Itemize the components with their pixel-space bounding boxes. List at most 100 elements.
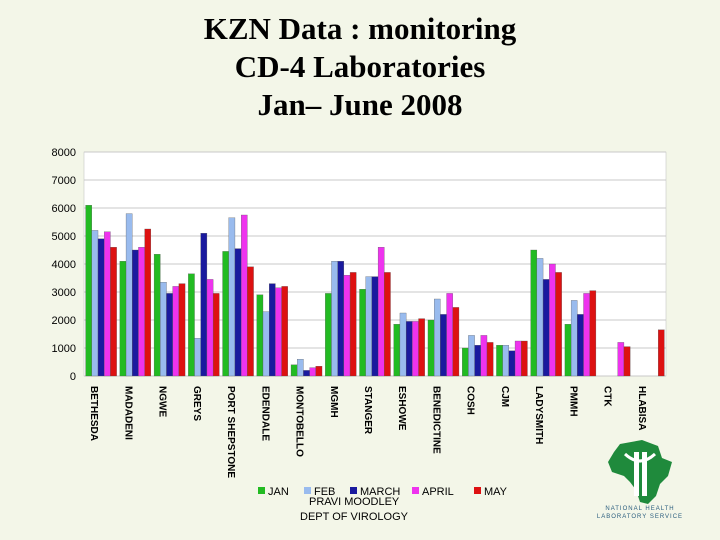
bar-feb-montobello <box>297 359 304 377</box>
bar-march-eshowe <box>405 321 413 377</box>
x-tick-label: STANGER <box>362 386 373 435</box>
legend-entry: JAN <box>268 486 289 498</box>
legend-entry: FEB <box>314 486 335 498</box>
bar-may-madadeni <box>144 228 152 377</box>
bar-may-edendale <box>281 286 288 377</box>
bar-march-bethesda <box>97 238 105 377</box>
bar-feb-port-shepstone <box>228 217 236 377</box>
x-tick-label: MONTOBELLO <box>294 386 305 457</box>
y-tick-label: 4000 <box>52 259 76 271</box>
bar-may-eshowe <box>418 318 425 377</box>
bar-may-greys <box>212 293 220 377</box>
legend-swatch <box>412 487 419 494</box>
bar-jan-mgmh <box>325 293 332 377</box>
bar-jan-ladysmith <box>530 249 538 377</box>
bar-may-cjm <box>521 340 528 377</box>
y-tick-label: 8000 <box>52 147 76 159</box>
author-name: PRAVI MOODLEY <box>309 496 400 508</box>
bar-may-benedictine <box>452 307 460 377</box>
bar-feb-eshowe <box>399 312 407 377</box>
bar-march-stanger <box>371 276 379 377</box>
legend-swatch <box>258 487 265 494</box>
bar-march-montobello <box>303 370 310 377</box>
bar-jan-cosh <box>462 347 469 377</box>
bar-march-cosh <box>474 345 481 377</box>
bar-april-ctk <box>617 342 625 377</box>
bar-jan-bethesda <box>85 205 92 377</box>
bar-may-port-shepstone <box>247 266 254 377</box>
y-tick-label: 3000 <box>52 287 76 299</box>
bar-feb-edendale <box>262 311 270 377</box>
bar-may-ladysmith <box>555 272 562 377</box>
x-tick-label: BENEDICTINE <box>430 386 441 454</box>
bar-may-stanger <box>384 272 391 377</box>
bar-feb-ladysmith <box>536 258 544 377</box>
bar-may-bethesda <box>110 247 117 377</box>
bar-feb-mgmh <box>331 261 338 377</box>
bar-feb-ngwe <box>160 282 167 377</box>
logo-text-line-1: NATIONAL HEALTH <box>605 506 675 512</box>
x-tick-label: CTK <box>602 386 613 407</box>
title-line-2: CD-4 Laboratories <box>234 49 486 84</box>
y-tick-label: 6000 <box>52 203 76 215</box>
bar-april-benedictine <box>446 293 453 377</box>
bar-april-port-shepstone <box>241 214 248 377</box>
bar-may-montobello <box>315 366 323 377</box>
bar-april-edendale <box>275 287 282 377</box>
bar-may-pmmh <box>589 290 597 377</box>
title-line-1: KZN Data : monitoring <box>203 11 517 46</box>
bar-april-pmmh <box>583 293 590 377</box>
bar-jan-cjm <box>496 345 503 377</box>
bar-april-ladysmith <box>549 263 556 377</box>
bar-jan-ngwe <box>153 254 161 377</box>
bar-jan-edendale <box>256 294 264 377</box>
y-tick-label: 2000 <box>52 315 76 327</box>
bar-march-benedictine <box>440 314 447 377</box>
legend-entry: MAY <box>484 486 508 498</box>
title-line-3: Jan– June 2008 <box>257 87 463 122</box>
x-tick-label: NGWE <box>157 386 168 417</box>
legend-entry: APRIL <box>422 486 454 498</box>
bar-april-ngwe <box>172 286 180 377</box>
bar-may-mgmh <box>349 272 357 377</box>
bar-may-cosh <box>486 342 494 377</box>
y-tick-label: 0 <box>70 371 76 383</box>
x-tick-label: PMMH <box>567 386 578 417</box>
legend-entry: MARCH <box>360 486 400 498</box>
bar-march-port-shepstone <box>234 248 242 377</box>
department-name: DEPT OF VIROLOGY <box>300 511 408 523</box>
bar-jan-port-shepstone <box>222 251 229 377</box>
legend-swatch <box>304 487 311 494</box>
bar-feb-madadeni <box>125 213 133 377</box>
bar-march-greys <box>200 233 208 377</box>
bar-jan-madadeni <box>119 261 127 377</box>
bar-jan-montobello <box>290 364 298 377</box>
bar-april-mgmh <box>343 275 351 377</box>
bar-march-edendale <box>269 283 276 377</box>
bar-april-montobello <box>309 367 316 377</box>
bar-feb-pmmh <box>570 300 578 377</box>
x-tick-label: BETHESDA <box>88 386 99 441</box>
bar-april-stanger <box>377 247 385 377</box>
bar-april-eshowe <box>412 321 419 377</box>
legend-swatch <box>350 487 357 494</box>
bar-feb-stanger <box>365 276 373 377</box>
page-title: KZN Data : monitoring CD-4 Laboratories … <box>0 10 720 124</box>
bar-feb-benedictine <box>434 298 441 377</box>
x-tick-label: PORT SHEPSTONE <box>225 386 236 478</box>
bar-jan-eshowe <box>393 324 401 377</box>
bar-may-ngwe <box>178 283 186 377</box>
x-tick-label: CJM <box>499 386 510 407</box>
bar-march-ladysmith <box>542 279 550 377</box>
bar-march-ngwe <box>166 293 173 377</box>
nhls-logo-icon <box>608 440 672 504</box>
logo-text: NATIONAL HEALTH LABORATORY SERVICE <box>590 505 690 521</box>
x-tick-label: MADADENI <box>122 386 133 440</box>
x-tick-label: COSH <box>465 386 476 415</box>
bar-march-madadeni <box>132 249 139 377</box>
bar-jan-pmmh <box>564 324 572 377</box>
bar-feb-bethesda <box>91 230 99 377</box>
bar-april-madadeni <box>138 247 145 377</box>
logo-text-line-2: LABORATORY SERVICE <box>596 514 684 520</box>
